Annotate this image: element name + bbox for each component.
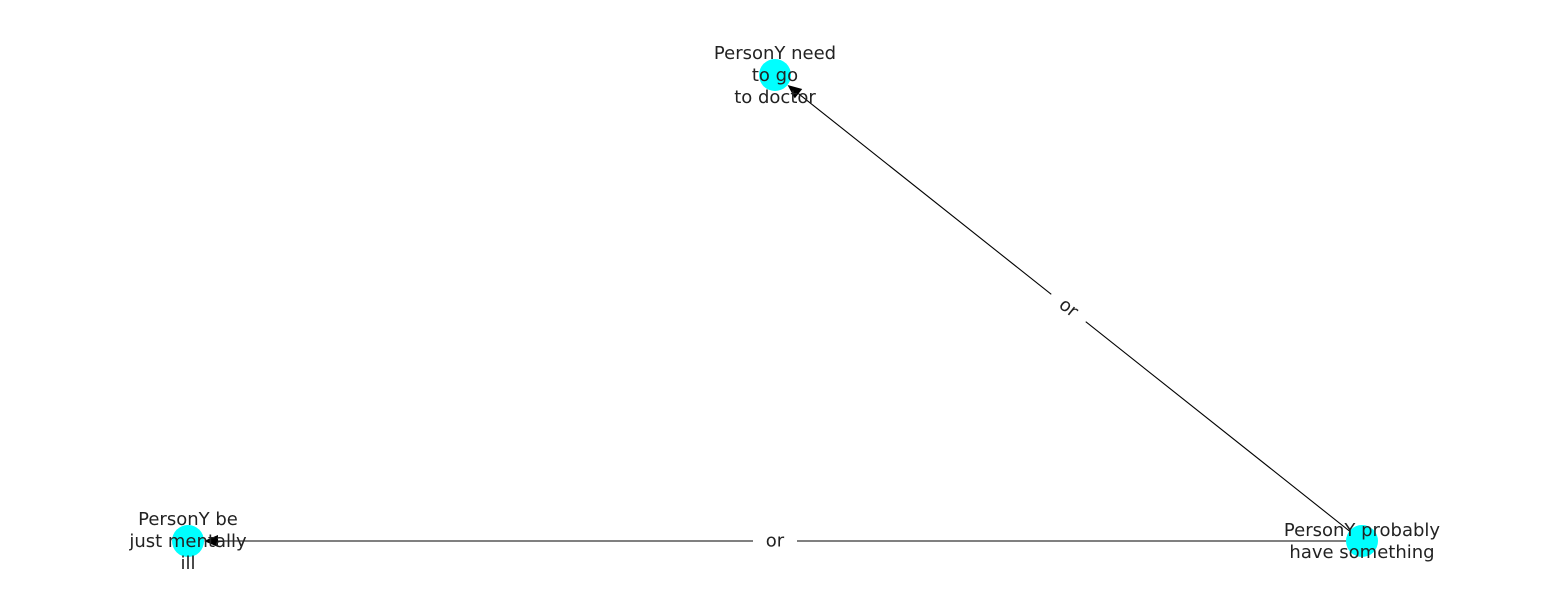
nodes-layer — [172, 59, 1378, 557]
arrowhead-icon — [204, 535, 218, 547]
node-label-have_something: PersonY probably have something — [1284, 520, 1441, 563]
node-have_something — [1346, 525, 1378, 557]
node-label-line: PersonY probably — [1284, 520, 1441, 541]
edge-label: or — [1042, 283, 1095, 333]
node-need_doctor — [759, 59, 791, 91]
node-label-line: just mentally — [128, 531, 247, 552]
node-label-need_doctor: PersonY need to go to doctor — [714, 43, 836, 108]
node-mentally_ill — [172, 525, 204, 557]
node-label-line: have something — [1289, 542, 1434, 563]
node-label-mentally_ill: PersonY be just mentally ill — [128, 509, 247, 574]
node-label-line: to doctor — [734, 87, 816, 108]
edge-label-background — [753, 527, 797, 555]
arrowhead-icon — [787, 84, 803, 99]
edge-label: or — [753, 527, 797, 555]
edge-label-background — [1042, 283, 1095, 333]
node-label-line: PersonY be — [138, 509, 238, 530]
node-label-line: PersonY need — [714, 43, 836, 64]
node-labels-layer: PersonY need to go to doctor PersonY be just… — [128, 43, 1440, 574]
edge-label-text: or — [766, 531, 785, 552]
node-label-line: ill — [180, 553, 195, 574]
node-label-line: to go — [752, 65, 798, 86]
edge-labels-layer: or or — [753, 283, 1095, 555]
